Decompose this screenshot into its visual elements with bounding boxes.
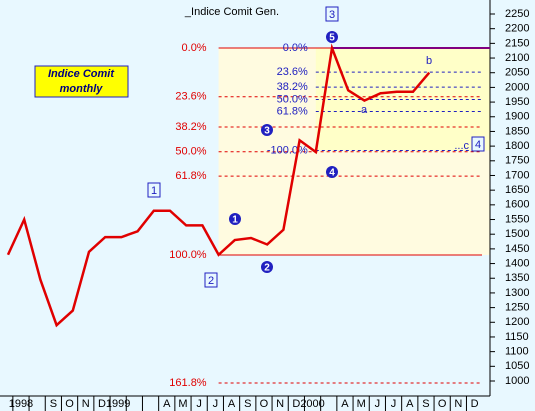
y-tick-label: 1900	[505, 111, 529, 123]
x-tick-label: N	[276, 398, 284, 410]
x-tick-label: S	[50, 398, 57, 410]
y-tick-label: 1300	[505, 287, 529, 299]
wave-box-label: 2	[208, 275, 214, 287]
y-tick-label: 1600	[505, 199, 529, 211]
x-tick-label: D	[471, 398, 479, 410]
fib-label: 100.0%	[169, 249, 207, 261]
x-tick-label: A	[163, 398, 171, 410]
y-tick-label: 1700	[505, 169, 529, 181]
wave-box-label: 4	[475, 139, 481, 151]
x-tick-label: J	[213, 398, 219, 410]
y-tick-label: 1550	[505, 213, 529, 225]
fib-label: 161.8%	[169, 377, 207, 389]
y-tick-label: 2250	[505, 8, 529, 20]
fib-label: 38.2%	[277, 81, 308, 93]
legend-text: Indice Comit	[48, 68, 115, 80]
y-tick-label: 1100	[505, 346, 529, 358]
x-tick-label: N	[82, 398, 90, 410]
wave-box-label: 1	[151, 185, 157, 197]
y-tick-label: 1750	[505, 155, 529, 167]
wave-label: 3	[264, 126, 270, 137]
legend-box	[34, 65, 129, 98]
wave-marker	[261, 124, 273, 136]
series-line	[6, 43, 431, 328]
wave-box	[325, 6, 339, 22]
fib-label: 50.0%	[277, 93, 308, 105]
wave-letter: b	[426, 55, 432, 67]
fib-label: 61.8%	[175, 170, 206, 182]
x-tick-label: J	[196, 398, 202, 410]
x-tick-label: J	[375, 398, 381, 410]
x-tick-label: M	[178, 398, 187, 410]
y-tick-label: 1850	[505, 125, 529, 137]
x-tick-label: D	[98, 398, 106, 410]
fib-label: 50.0%	[175, 146, 206, 158]
wave-label: 1	[232, 215, 238, 226]
x-tick-label: A	[341, 398, 349, 410]
fib-label: 23.6%	[175, 91, 206, 103]
y-tick-label: 1000	[505, 375, 529, 387]
y-tick-label: 2000	[505, 81, 529, 93]
wave-label: 2	[264, 263, 270, 274]
x-tick-label: A	[406, 398, 414, 410]
wave-marker	[326, 31, 338, 43]
wave-marker	[261, 261, 273, 273]
x-tick-label: O	[260, 398, 269, 410]
wave-marker	[326, 166, 338, 178]
wave-box	[471, 136, 485, 152]
x-tick-label: 1999	[106, 398, 130, 410]
x-tick-label: M	[357, 398, 366, 410]
y-tick-label: 1950	[505, 96, 529, 108]
wave-box-label: 3	[329, 9, 335, 21]
x-tick-label: 2000	[300, 398, 324, 410]
y-tick-label: 1200	[505, 316, 529, 328]
wave-marker	[229, 213, 241, 225]
fib-label: 0.0%	[182, 42, 207, 54]
x-tick-label: A	[228, 398, 236, 410]
x-tick-label: O	[438, 398, 447, 410]
y-tick-label: 2100	[505, 52, 529, 64]
fib-label: 23.6%	[277, 66, 308, 78]
y-tick-label: 1450	[505, 243, 529, 255]
y-tick-label: 1350	[505, 272, 529, 284]
wave-label: 5	[329, 33, 335, 44]
wave-label: 4	[329, 168, 335, 179]
y-tick-label: 1250	[505, 302, 529, 314]
fib-label: -100.0%	[267, 144, 308, 156]
y-tick-label: 2050	[505, 67, 529, 79]
y-tick-label: 1500	[505, 228, 529, 240]
x-tick-label: S	[244, 398, 251, 410]
wave-letter: ...c	[454, 140, 469, 152]
x-tick-label: O	[65, 398, 74, 410]
x-tick-label: 1998	[9, 398, 33, 410]
fib-label: 61.8%	[277, 105, 308, 117]
x-tick-label: J	[391, 398, 397, 410]
legend-text: monthly	[60, 83, 104, 95]
y-tick-label: 2200	[505, 23, 529, 35]
y-tick-label: 1650	[505, 184, 529, 196]
chart-title: _Indice Comit Gen.	[184, 6, 279, 18]
wave-box	[204, 272, 218, 288]
wave-box	[147, 182, 161, 198]
x-tick-label: D	[292, 398, 300, 410]
fib-label: 0.0%	[283, 42, 308, 54]
y-tick-label: 1050	[505, 360, 529, 372]
x-tick-label: S	[422, 398, 429, 410]
x-tick-label: N	[454, 398, 462, 410]
y-tick-label: 1400	[505, 257, 529, 269]
y-tick-label: 1800	[505, 140, 529, 152]
y-tick-label: 2150	[505, 37, 529, 49]
wave-letter: a	[361, 104, 368, 116]
fib-label: 38.2%	[175, 121, 206, 133]
y-tick-label: 1150	[505, 331, 529, 343]
